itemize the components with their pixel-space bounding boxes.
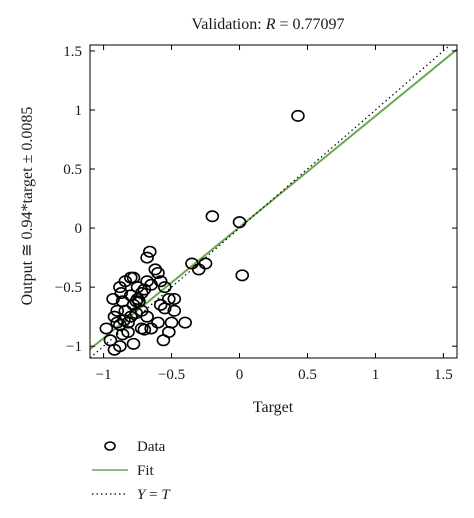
x-tick-label: −1: [96, 367, 112, 383]
data-point: [232, 216, 247, 229]
data-point: [114, 287, 129, 300]
y-axis-ticks: −1 −0.5 0 0.5 1 1.5: [55, 44, 457, 355]
data-point: [123, 271, 138, 284]
fit-line: [90, 48, 457, 350]
legend-item-data: Data: [104, 439, 166, 455]
data-point: [291, 109, 305, 122]
data-point: [115, 328, 130, 341]
data-points-series: [99, 109, 305, 356]
x-tick-label: 1: [372, 367, 380, 383]
y-tick-label: 0.5: [63, 162, 82, 178]
data-point: [153, 275, 168, 288]
data-point: [140, 275, 154, 288]
data-point: [164, 316, 179, 329]
fit-line-series: [90, 48, 457, 350]
data-point: [167, 304, 182, 317]
data-point: [235, 269, 250, 282]
identity-line: [90, 45, 451, 358]
plot-frame: [89, 44, 458, 359]
y-axis-label: Output ≅ 0.94*target ± 0.0085: [19, 107, 36, 306]
data-point: [121, 316, 135, 329]
data-point: [130, 281, 145, 294]
x-tick-label: 0.5: [298, 367, 317, 383]
data-point: [126, 337, 141, 350]
data-point: [198, 257, 213, 270]
plot-area: −1 −0.5 0 0.5 1 1.5 −1 −0.5 0 0.5 1 1.5: [55, 44, 458, 383]
y-tick-label: 1: [75, 103, 83, 119]
data-point: [107, 310, 122, 323]
y-tick-label: −1: [66, 339, 82, 355]
data-point: [129, 295, 144, 308]
data-point: [140, 310, 154, 323]
chart-title: Validation: R = 0.77097: [191, 16, 344, 33]
x-tick-label: 1.5: [434, 367, 453, 383]
data-point: [140, 251, 154, 264]
data-point: [191, 263, 206, 276]
y-tick-label: −0.5: [55, 280, 82, 296]
legend-item-identity: Y = T: [92, 487, 171, 503]
data-point: [143, 245, 157, 258]
data-point: [99, 322, 114, 335]
data-point: [153, 298, 168, 311]
data-point: [106, 292, 120, 305]
x-axis-ticks: −1 −0.5 0 0.5 1 1.5: [96, 45, 453, 383]
data-point: [137, 323, 152, 336]
data-point: [157, 281, 172, 294]
data-point: [167, 292, 182, 305]
y-tick-label: 1.5: [63, 44, 82, 60]
data-point: [151, 266, 165, 279]
legend-data-marker: [104, 441, 116, 451]
legend: Data Fit Y = T: [92, 439, 171, 503]
data-point: [157, 302, 172, 315]
legend-label-identity: Y = T: [137, 487, 171, 503]
legend-label-data: Data: [137, 439, 166, 455]
legend-label-fit: Fit: [137, 463, 155, 479]
identity-line-series: [90, 45, 451, 358]
x-axis-label: Target: [253, 399, 294, 416]
data-point: [205, 210, 220, 223]
data-point: [110, 304, 124, 317]
data-point: [148, 263, 163, 276]
data-point: [151, 316, 165, 329]
data-point: [178, 316, 192, 329]
x-tick-label: 0: [236, 367, 244, 383]
data-point: [115, 295, 130, 308]
data-point: [113, 340, 127, 353]
x-tick-label: −0.5: [158, 367, 185, 383]
legend-item-fit: Fit: [92, 463, 155, 479]
data-point: [110, 316, 124, 329]
y-tick-label: 0: [75, 221, 83, 237]
